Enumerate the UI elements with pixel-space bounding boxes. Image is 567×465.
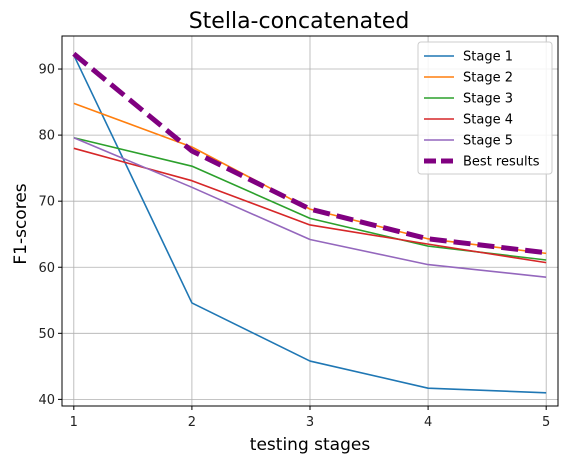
legend-label: Stage 1	[463, 50, 513, 65]
x-axis-label: testing stages	[250, 435, 371, 455]
y-axis-label: F1-scores	[11, 183, 31, 264]
y-tick-label: 50	[38, 327, 55, 342]
series-line-4	[73, 147, 547, 264]
x-tick-label: 1	[70, 415, 78, 430]
y-tick-label: 80	[38, 129, 55, 144]
x-tick-label: 5	[542, 415, 550, 430]
series-layer	[72, 51, 547, 394]
y-tick-label: 90	[38, 63, 55, 78]
legend-label: Stage 3	[463, 92, 513, 107]
y-tick-label: 60	[38, 261, 55, 276]
series-line-5	[73, 137, 547, 278]
legend-label: Stage 2	[463, 71, 513, 86]
ticks: 1 2 3 4 5 40 50 60 70 80 90	[38, 63, 550, 430]
legend-label: Stage 5	[463, 134, 513, 149]
y-tick-label: 70	[38, 195, 55, 210]
y-tick-label: 40	[38, 393, 55, 408]
legend-box	[417, 41, 553, 175]
x-tick-label: 3	[306, 415, 314, 430]
legend-label: Stage 4	[463, 113, 513, 128]
series-line-1	[73, 54, 547, 394]
x-tick-label: 4	[424, 415, 432, 430]
legend: Stage 1 Stage 2 Stage 3 Stage 4 Stage 5 Best …	[417, 41, 553, 175]
chart-title: Stella-concatenated	[189, 9, 410, 34]
series-line-6	[72, 51, 547, 256]
legend-label: Best results	[463, 155, 540, 170]
x-tick-label: 2	[188, 415, 196, 430]
